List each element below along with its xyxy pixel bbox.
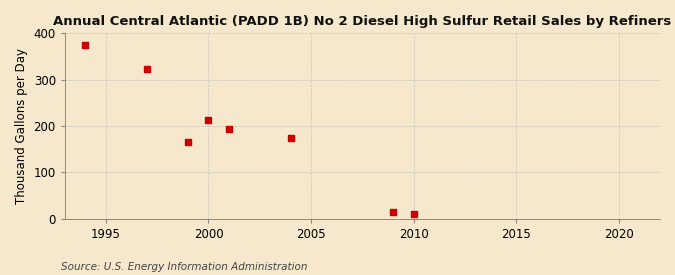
Text: Source: U.S. Energy Information Administration: Source: U.S. Energy Information Administ… [61, 262, 307, 272]
Y-axis label: Thousand Gallons per Day: Thousand Gallons per Day [15, 48, 28, 204]
Point [203, 118, 214, 122]
Point [223, 127, 234, 131]
Point [142, 67, 153, 72]
Point [182, 140, 193, 144]
Point [408, 212, 419, 216]
Point [285, 135, 296, 140]
Point [388, 210, 399, 214]
Title: Annual Central Atlantic (PADD 1B) No 2 Diesel High Sulfur Retail Sales by Refine: Annual Central Atlantic (PADD 1B) No 2 D… [53, 15, 672, 28]
Point [80, 43, 90, 47]
